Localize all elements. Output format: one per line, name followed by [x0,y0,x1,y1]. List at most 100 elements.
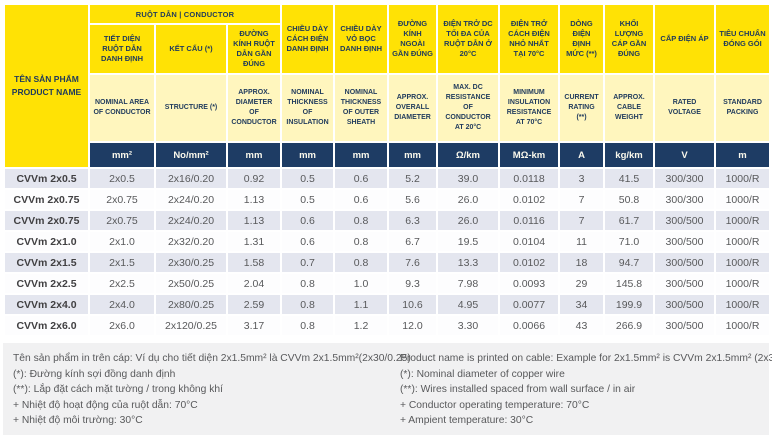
product-name-header-en: PRODUCT NAME [11,87,82,97]
table-row: CVVm 2x1.0 2x1.0 2x32/0.20 1.31 0.6 0.8 6.7 19.… [3,230,772,253]
value-cell: 2x32/0.20 [154,230,228,253]
value-cell: 1000/R [714,167,772,190]
value-cell: 0.5 [280,188,336,211]
value-cell: 300/500 [653,293,717,316]
value-cell: 39.0 [436,167,501,190]
column-unit: mm [225,141,283,169]
product-name-cell: CVVm 2x0.75 [3,188,90,211]
value-cell: 1.13 [225,188,283,211]
value-cell: 1.0 [333,272,390,295]
column-header-vi: DÒNG ĐIỆN ĐỊNH MỨC (**) [558,3,606,75]
value-cell: 2x4.0 [88,293,156,316]
column-header-en: NOMINAL THICKNESS OF INSULATION [280,73,336,143]
column-unit: mm [387,141,439,169]
column-header-en: CURRENT RATING (**) [558,73,606,143]
value-cell: 2x0.5 [88,167,156,190]
column-header-en: NOMINAL AREA OF CONDUCTOR [88,73,156,143]
value-cell: 0.6 [280,230,336,253]
column-header-vi: TIẾT DIỆN RUỘT DẪN DANH ĐỊNH [88,23,156,75]
value-cell: 2x16/0.20 [154,167,228,190]
value-cell: 300/500 [653,272,717,295]
value-cell: 7.98 [436,272,501,295]
column-header-vi: KẾT CẤU (*) [154,23,228,75]
value-cell: 11 [558,230,606,253]
value-cell: 1000/R [714,314,772,337]
column-header-vi: TIÊU CHUẨN ĐÓNG GÓI [714,3,772,75]
conductor-group-header: RUỘT DẪN | CONDUCTOR [87,3,283,25]
table-row: CVVm 2x1.5 2x1.5 2x30/0.25 1.58 0.7 0.8 7.6 13.… [3,251,772,274]
column-header-vi: ĐIỆN TRỞ CÁCH ĐIỆN NHỎ NHẤT TẠI 70°C [498,3,561,75]
table-row: CVVm 2x0.75 2x0.75 2x24/0.20 1.13 0.6 0.8 6.3 2… [3,209,772,232]
value-cell: 300/300 [653,167,717,190]
value-cell: 13.3 [436,251,501,274]
value-cell: 2x1.5 [88,251,156,274]
value-cell: 3 [558,167,606,190]
product-name-cell: CVVm 2x0.75 [3,209,90,232]
column-header-en: APPROX. OVERALL DIAMETER [387,73,439,143]
value-cell: 0.7 [280,251,336,274]
value-cell: 1000/R [714,209,772,232]
value-cell: 0.0093 [498,272,561,295]
value-cell: 29 [558,272,606,295]
value-cell: 1.2 [333,314,390,337]
column-unit: m [714,141,772,169]
footnote-line: (**): Lắp đặt cách mặt tường / trong khô… [13,384,223,395]
value-cell: 9.3 [387,272,439,295]
table-row: CVVm 2x4.0 2x4.0 2x80/0.25 2.59 0.8 1.1 10.6 4.… [3,293,772,316]
value-cell: 7 [558,209,606,232]
value-cell: 0.6 [280,209,336,232]
value-cell: 3.17 [225,314,283,337]
column-unit: mm [280,141,336,169]
value-cell: 41.5 [603,167,656,190]
value-cell: 0.0104 [498,230,561,253]
value-cell: 0.0102 [498,188,561,211]
column-header-en: MINIMUM INSULATION RESISTANCE AT 70°C [498,73,561,143]
value-cell: 300/500 [653,230,717,253]
footnote-line: (**): Wires installed spaced from wall s… [400,384,636,395]
value-cell: 0.6 [333,167,390,190]
product-name-cell: CVVm 2x4.0 [3,293,90,316]
product-name-cell: CVVm 2x2.5 [3,272,90,295]
value-cell: 0.8 [280,272,336,295]
value-cell: 2x0.75 [88,209,156,232]
product-name-header-vi: TÊN SẢN PHẨM [14,74,79,84]
footnote-line: + Conductor operating temperature: 70°C [400,399,590,411]
value-cell: 0.8 [333,209,390,232]
column-header-en: RATED VOLTAGE [653,73,717,143]
value-cell: 0.8 [280,293,336,316]
value-cell: 300/300 [653,188,717,211]
column-header-vi: KHỐI LƯỢNG CÁP GẦN ĐÚNG [603,3,656,75]
value-cell: 1000/R [714,188,772,211]
product-name-header: TÊN SẢN PHẨM PRODUCT NAME [3,3,90,169]
value-cell: 5.6 [387,188,439,211]
footnote-line: + Nhiệt độ hoạt động của ruột dẫn: 70°C [13,399,198,411]
value-cell: 2.04 [225,272,283,295]
value-cell: 0.0118 [498,167,561,190]
footnotes: Tên sản phẩm in trên cáp: Ví dụ cho tiết… [3,343,772,435]
column-unit: mm [333,141,390,169]
value-cell: 50.8 [603,188,656,211]
column-header-en: APPROX. DIAMETER OF CONDUCTOR [225,73,283,143]
cable-spec-table: TÊN SẢN PHẨM PRODUCT NAME RUỘT DẪN | CON… [3,3,772,337]
value-cell: 1000/R [714,230,772,253]
value-cell: 0.0102 [498,251,561,274]
table-row: CVVm 2x0.75 2x0.75 2x24/0.20 1.13 0.5 0.6 5.6 2… [3,188,772,211]
value-cell: 1000/R [714,272,772,295]
column-header-en: NOMINAL THICKNESS OF OUTER SHEATH [333,73,390,143]
column-header-vi: ĐƯỜNG KÍNH NGOÀI GẦN ĐÚNG [387,3,439,75]
value-cell: 7 [558,188,606,211]
value-cell: 266.9 [603,314,656,337]
product-name-cell: CVVm 2x1.0 [3,230,90,253]
column-unit: MΩ-km [498,141,561,169]
column-header-en: APPROX. CABLE WEIGHT [603,73,656,143]
value-cell: 2x6.0 [88,314,156,337]
table-row: CVVm 2x6.0 2x6.0 2x120/0.25 3.17 0.8 1.2 12.0 3… [3,314,772,337]
footnote-line: Tên sản phẩm in trên cáp: Ví dụ cho tiết… [13,353,411,364]
column-header-vi: CHIỀU DÀY VỎ BỌC DANH ĐỊNH [333,3,390,75]
value-cell: 300/500 [653,251,717,274]
value-cell: 2x0.75 [88,188,156,211]
value-cell: 2x50/0.25 [154,272,228,295]
footnote-line: Product name is printed on cable: Exampl… [400,353,772,364]
value-cell: 71.0 [603,230,656,253]
value-cell: 300/500 [653,209,717,232]
